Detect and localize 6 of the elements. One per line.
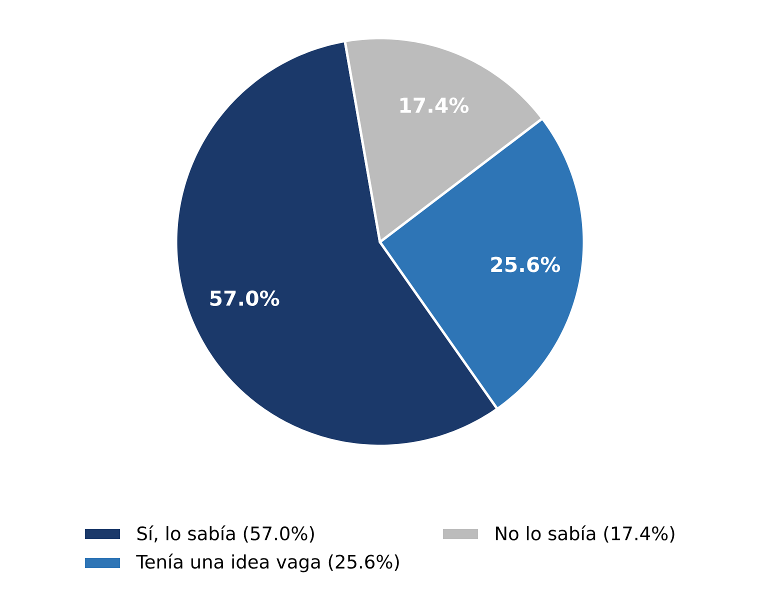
data-label: 57.0% — [210, 290, 280, 306]
legend-label: Sí, lo sabía (57.0%) — [137, 525, 314, 543]
data-label: 25.6% — [491, 256, 560, 272]
legend-label: Tenía una idea vaga (25.6%) — [136, 554, 399, 572]
data-label: 17.4% — [400, 98, 469, 114]
legend-label: No lo sabía (17.4%) — [496, 525, 674, 543]
